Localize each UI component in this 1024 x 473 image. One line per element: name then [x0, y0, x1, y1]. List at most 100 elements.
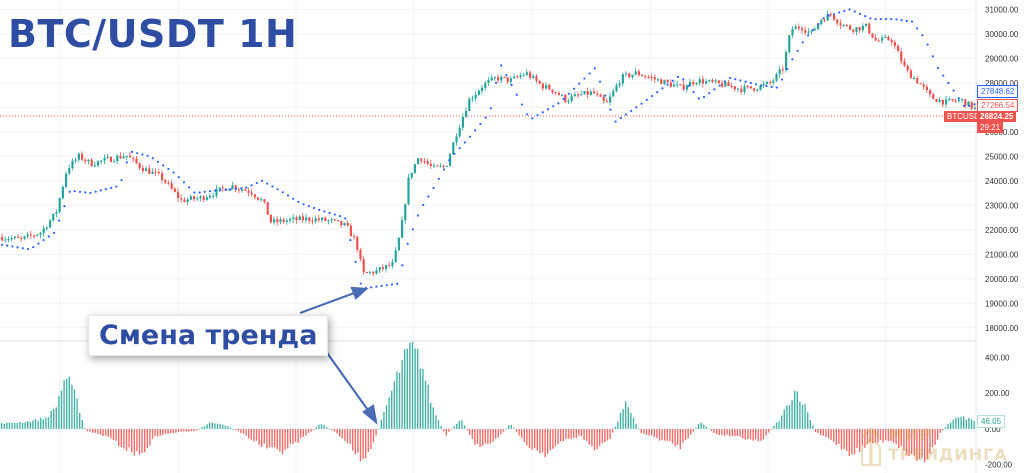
sar-dot [838, 11, 841, 14]
candle-body [61, 186, 64, 199]
histogram-bar [167, 428, 169, 434]
candle-body [759, 85, 762, 90]
candle-body [701, 79, 704, 84]
candle-body [564, 94, 567, 102]
candle-body [695, 83, 698, 85]
histogram-bar [456, 423, 458, 429]
histogram-bar [661, 428, 663, 440]
candle-body [349, 225, 352, 237]
histogram-bar [370, 428, 372, 449]
histogram-bar [339, 428, 341, 437]
histogram-bar [469, 428, 471, 435]
candle-body [346, 223, 349, 226]
histogram-bar [198, 428, 200, 430]
histogram-bar [281, 428, 284, 455]
histogram-bar [292, 428, 294, 445]
histogram-bar [856, 428, 858, 449]
price-tick-label: 23000.00 [985, 201, 1019, 210]
histogram-bar [752, 428, 754, 441]
candle-body [855, 27, 858, 32]
sar-dot [650, 94, 654, 98]
histogram-bar [190, 428, 193, 432]
candle-body [817, 24, 820, 30]
histogram-bar [799, 401, 801, 429]
sar-dot [463, 141, 466, 144]
histogram-bar [310, 428, 312, 432]
sar-dot [396, 282, 399, 285]
histogram-bar [362, 428, 364, 460]
candle-body [209, 195, 212, 198]
sar-dot [73, 190, 76, 193]
candle-body [938, 99, 941, 102]
histogram-bar [908, 428, 910, 457]
candle-body [676, 84, 679, 86]
sar-dot [224, 188, 227, 191]
histogram-bar [372, 428, 375, 443]
histogram-bar [115, 428, 117, 441]
candle-body [813, 29, 816, 31]
watermark-line-1: МИР [888, 425, 933, 444]
candle-body [589, 91, 592, 95]
sar-dot [916, 27, 919, 30]
candle-body [634, 71, 637, 75]
histogram-bar [562, 428, 564, 442]
histogram-bar [521, 428, 523, 438]
histogram-bar [185, 428, 187, 432]
histogram-bar [781, 415, 783, 429]
candle-body [650, 77, 653, 79]
histogram-bar [201, 427, 203, 429]
histogram-bar [37, 420, 39, 429]
histogram-bar [81, 419, 83, 429]
histogram-bar [396, 371, 398, 429]
candle-body [791, 28, 794, 36]
histogram-bar [848, 428, 850, 456]
sar-dot [500, 64, 503, 67]
candle-body [148, 168, 151, 174]
sar-dot [349, 238, 352, 242]
watermark-logo: МИР ТРЕЙДИНГА [858, 423, 1008, 469]
histogram-bar [968, 417, 970, 429]
histogram-bar [890, 428, 892, 441]
candle-body [538, 80, 541, 84]
histogram-bar [346, 428, 349, 444]
sar-dot [167, 167, 170, 171]
sar-dot [962, 104, 966, 107]
candle-body [378, 267, 381, 271]
histogram-bar [700, 422, 702, 429]
histogram-bar [765, 428, 767, 436]
candle-body [196, 198, 199, 200]
sar-dot [796, 49, 799, 52]
sar-dot [458, 147, 461, 150]
sar-dot [843, 9, 846, 13]
sar-dot [344, 217, 347, 220]
sar-dot [812, 28, 815, 31]
candle-body [87, 159, 90, 162]
histogram-bar [326, 427, 328, 429]
histogram-bar [775, 422, 778, 429]
sar-dot [120, 179, 123, 182]
candle-body [727, 81, 730, 86]
candle-body [497, 77, 500, 81]
histogram-bar [196, 428, 198, 431]
histogram-bar [177, 428, 180, 433]
histogram-bar [622, 408, 624, 429]
candle-body [151, 171, 154, 174]
histogram-bar [175, 428, 177, 433]
candle-body [641, 75, 644, 77]
histogram-bar [926, 428, 928, 460]
candle-body [849, 25, 852, 30]
sar-dot [780, 78, 784, 81]
candle-body [359, 249, 362, 260]
sar-dot [104, 188, 108, 191]
histogram-bar [866, 428, 869, 445]
sar-dot [125, 161, 128, 164]
candle-body [797, 26, 800, 29]
histogram-bar [99, 428, 102, 435]
histogram-bar [861, 428, 863, 446]
candle-body [522, 74, 525, 76]
histogram-bar [271, 428, 273, 448]
candle-body [362, 259, 365, 272]
sar-dot [645, 98, 648, 101]
histogram-bar [783, 409, 785, 429]
